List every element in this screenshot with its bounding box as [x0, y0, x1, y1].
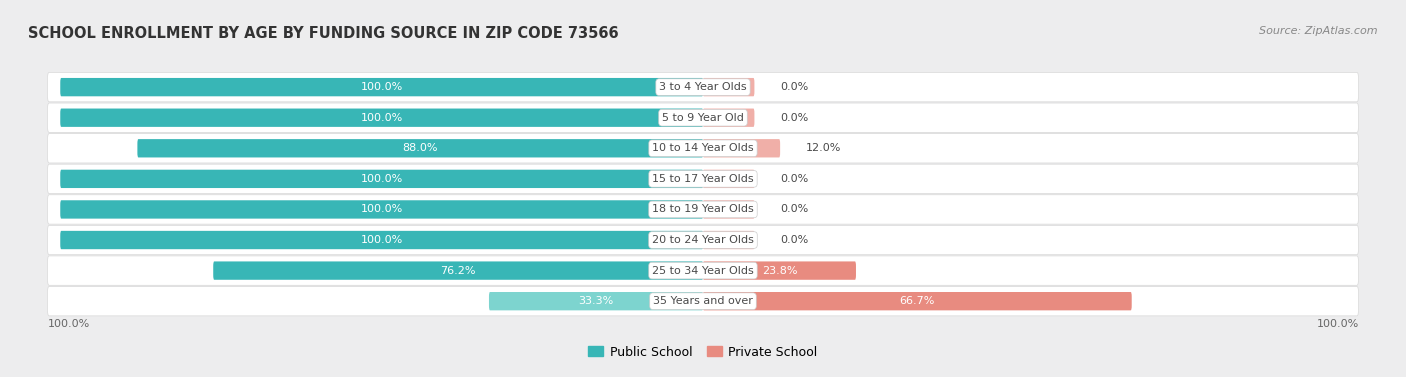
FancyBboxPatch shape: [48, 133, 1358, 163]
Text: 76.2%: 76.2%: [440, 266, 475, 276]
FancyBboxPatch shape: [48, 195, 1358, 224]
Text: 23.8%: 23.8%: [762, 266, 797, 276]
Text: 100.0%: 100.0%: [1316, 319, 1358, 329]
Text: 66.7%: 66.7%: [900, 296, 935, 306]
Text: 10 to 14 Year Olds: 10 to 14 Year Olds: [652, 143, 754, 153]
Text: SCHOOL ENROLLMENT BY AGE BY FUNDING SOURCE IN ZIP CODE 73566: SCHOOL ENROLLMENT BY AGE BY FUNDING SOUR…: [28, 26, 619, 41]
FancyBboxPatch shape: [60, 200, 703, 219]
FancyBboxPatch shape: [703, 231, 755, 249]
FancyBboxPatch shape: [703, 109, 755, 127]
Text: 100.0%: 100.0%: [48, 319, 90, 329]
FancyBboxPatch shape: [703, 170, 755, 188]
Text: 3 to 4 Year Olds: 3 to 4 Year Olds: [659, 82, 747, 92]
FancyBboxPatch shape: [703, 261, 856, 280]
FancyBboxPatch shape: [60, 231, 703, 249]
Text: 88.0%: 88.0%: [402, 143, 437, 153]
FancyBboxPatch shape: [60, 109, 703, 127]
Text: 12.0%: 12.0%: [806, 143, 841, 153]
Text: 100.0%: 100.0%: [360, 204, 402, 215]
Text: 15 to 17 Year Olds: 15 to 17 Year Olds: [652, 174, 754, 184]
FancyBboxPatch shape: [48, 103, 1358, 132]
FancyBboxPatch shape: [48, 256, 1358, 285]
FancyBboxPatch shape: [214, 261, 703, 280]
Text: 0.0%: 0.0%: [780, 113, 808, 123]
Text: 100.0%: 100.0%: [360, 235, 402, 245]
FancyBboxPatch shape: [703, 292, 1132, 310]
Text: 0.0%: 0.0%: [780, 204, 808, 215]
FancyBboxPatch shape: [138, 139, 703, 158]
Text: 0.0%: 0.0%: [780, 82, 808, 92]
Text: 20 to 24 Year Olds: 20 to 24 Year Olds: [652, 235, 754, 245]
Text: 100.0%: 100.0%: [360, 174, 402, 184]
FancyBboxPatch shape: [703, 78, 755, 96]
Text: 100.0%: 100.0%: [360, 113, 402, 123]
Text: Source: ZipAtlas.com: Source: ZipAtlas.com: [1260, 26, 1378, 37]
FancyBboxPatch shape: [48, 287, 1358, 316]
FancyBboxPatch shape: [48, 72, 1358, 102]
Text: 100.0%: 100.0%: [360, 82, 402, 92]
FancyBboxPatch shape: [703, 139, 780, 158]
FancyBboxPatch shape: [60, 78, 703, 96]
Text: 25 to 34 Year Olds: 25 to 34 Year Olds: [652, 266, 754, 276]
Text: 0.0%: 0.0%: [780, 235, 808, 245]
Text: 35 Years and over: 35 Years and over: [652, 296, 754, 306]
Text: 18 to 19 Year Olds: 18 to 19 Year Olds: [652, 204, 754, 215]
Text: 0.0%: 0.0%: [780, 174, 808, 184]
FancyBboxPatch shape: [48, 225, 1358, 255]
FancyBboxPatch shape: [48, 164, 1358, 193]
Legend: Public School, Private School: Public School, Private School: [588, 346, 818, 359]
Text: 5 to 9 Year Old: 5 to 9 Year Old: [662, 113, 744, 123]
FancyBboxPatch shape: [703, 200, 755, 219]
Text: 33.3%: 33.3%: [578, 296, 613, 306]
FancyBboxPatch shape: [60, 170, 703, 188]
FancyBboxPatch shape: [489, 292, 703, 310]
